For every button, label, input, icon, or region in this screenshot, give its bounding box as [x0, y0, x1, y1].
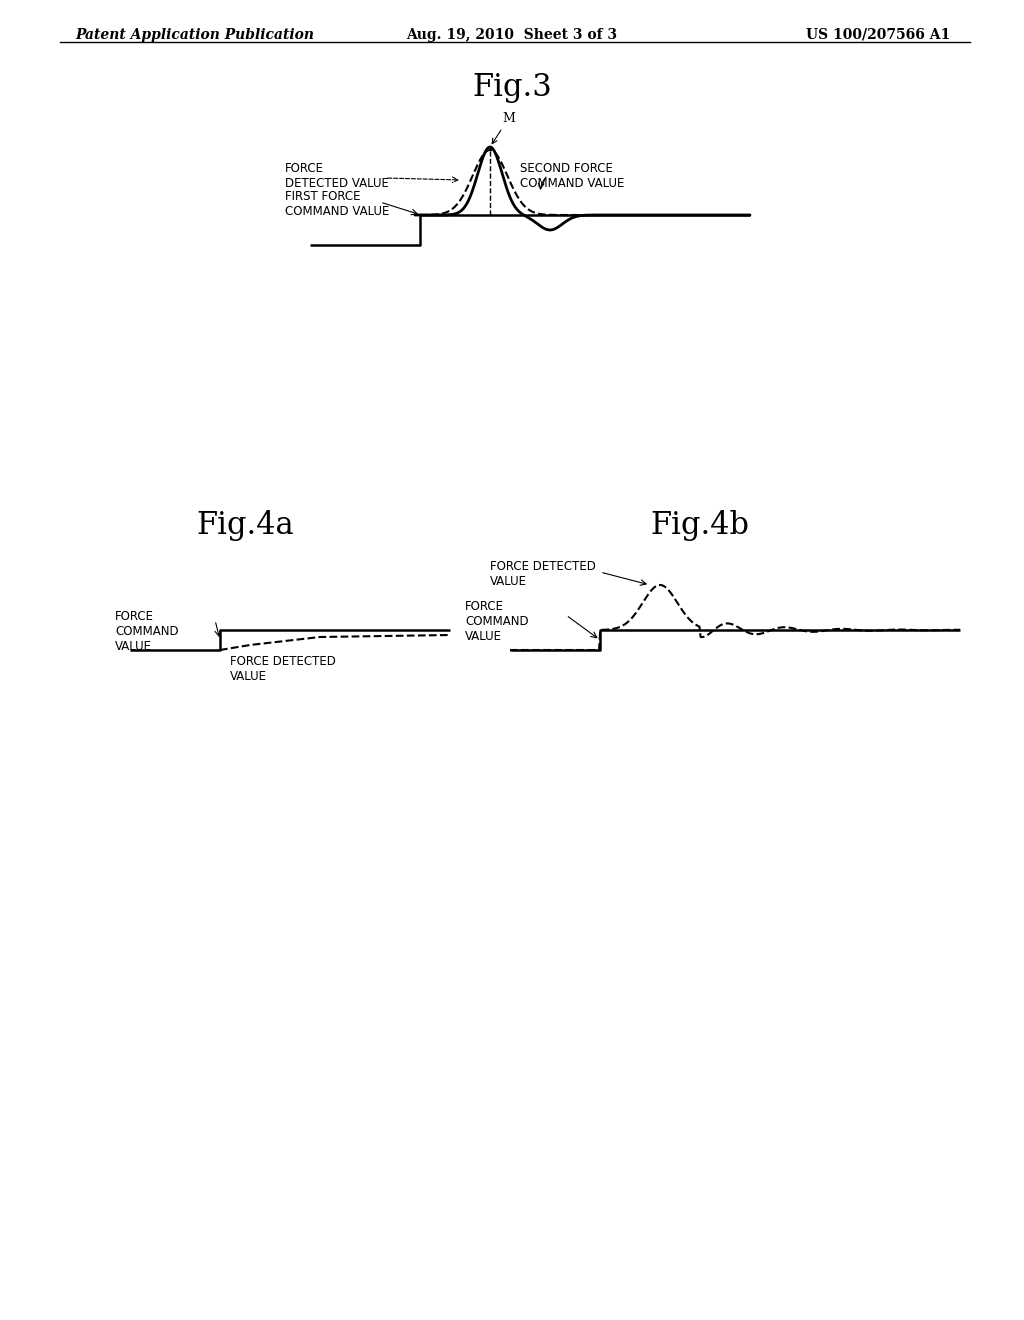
Text: FORCE DETECTED
VALUE: FORCE DETECTED VALUE [490, 560, 596, 587]
Text: Fig.3: Fig.3 [472, 73, 552, 103]
Text: Patent Application Publication: Patent Application Publication [75, 28, 314, 42]
Text: Aug. 19, 2010  Sheet 3 of 3: Aug. 19, 2010 Sheet 3 of 3 [407, 28, 617, 42]
Text: FORCE
COMMAND
VALUE: FORCE COMMAND VALUE [465, 601, 528, 643]
Text: Fig.4a: Fig.4a [197, 510, 294, 541]
Text: US 100/207566 A1: US 100/207566 A1 [806, 28, 950, 42]
Text: FIRST FORCE
COMMAND VALUE: FIRST FORCE COMMAND VALUE [285, 190, 389, 218]
Text: FORCE
DETECTED VALUE: FORCE DETECTED VALUE [285, 162, 389, 190]
Text: FORCE DETECTED
VALUE: FORCE DETECTED VALUE [230, 655, 336, 682]
Text: Fig.4b: Fig.4b [650, 510, 750, 541]
Text: FORCE
COMMAND
VALUE: FORCE COMMAND VALUE [115, 610, 178, 653]
Text: M: M [493, 112, 515, 144]
Text: SECOND FORCE
COMMAND VALUE: SECOND FORCE COMMAND VALUE [520, 162, 625, 190]
